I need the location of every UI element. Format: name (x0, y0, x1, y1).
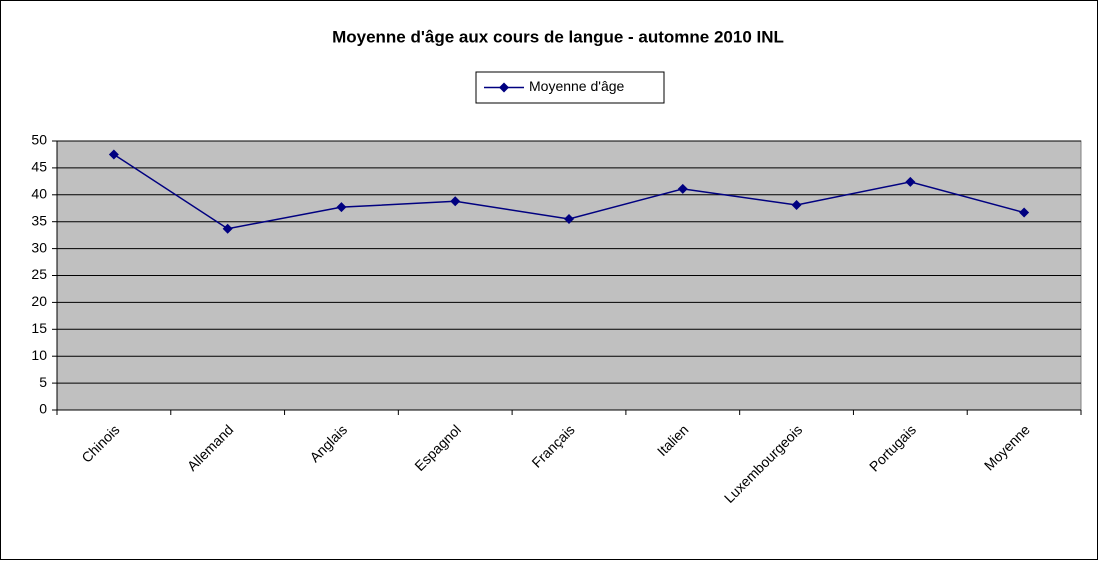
marker (791, 200, 802, 211)
chart-title: Moyenne d'âge aux cours de langue - auto… (332, 27, 784, 46)
marker (222, 223, 233, 234)
marker (108, 149, 119, 160)
legend-marker (499, 82, 509, 93)
y-tick-label: 5 (39, 374, 47, 390)
marker (905, 176, 916, 187)
y-tick-label: 40 (31, 186, 47, 202)
y-tick-label: 20 (31, 293, 47, 309)
marker (677, 183, 688, 194)
y-tick-label: 10 (31, 347, 47, 363)
y-tick-label: 0 (39, 401, 47, 417)
marker (336, 202, 347, 213)
y-tick-label: 45 (31, 159, 47, 175)
legend-label: Moyenne d'âge (529, 78, 625, 94)
marker (450, 196, 461, 207)
marker (1019, 207, 1030, 218)
y-tick-label: 30 (31, 239, 47, 255)
y-tick-label: 35 (31, 212, 47, 228)
y-tick-label: 25 (31, 266, 47, 282)
marker (564, 214, 574, 225)
y-tick-label: 50 (31, 132, 47, 148)
y-tick-label: 15 (31, 320, 47, 336)
